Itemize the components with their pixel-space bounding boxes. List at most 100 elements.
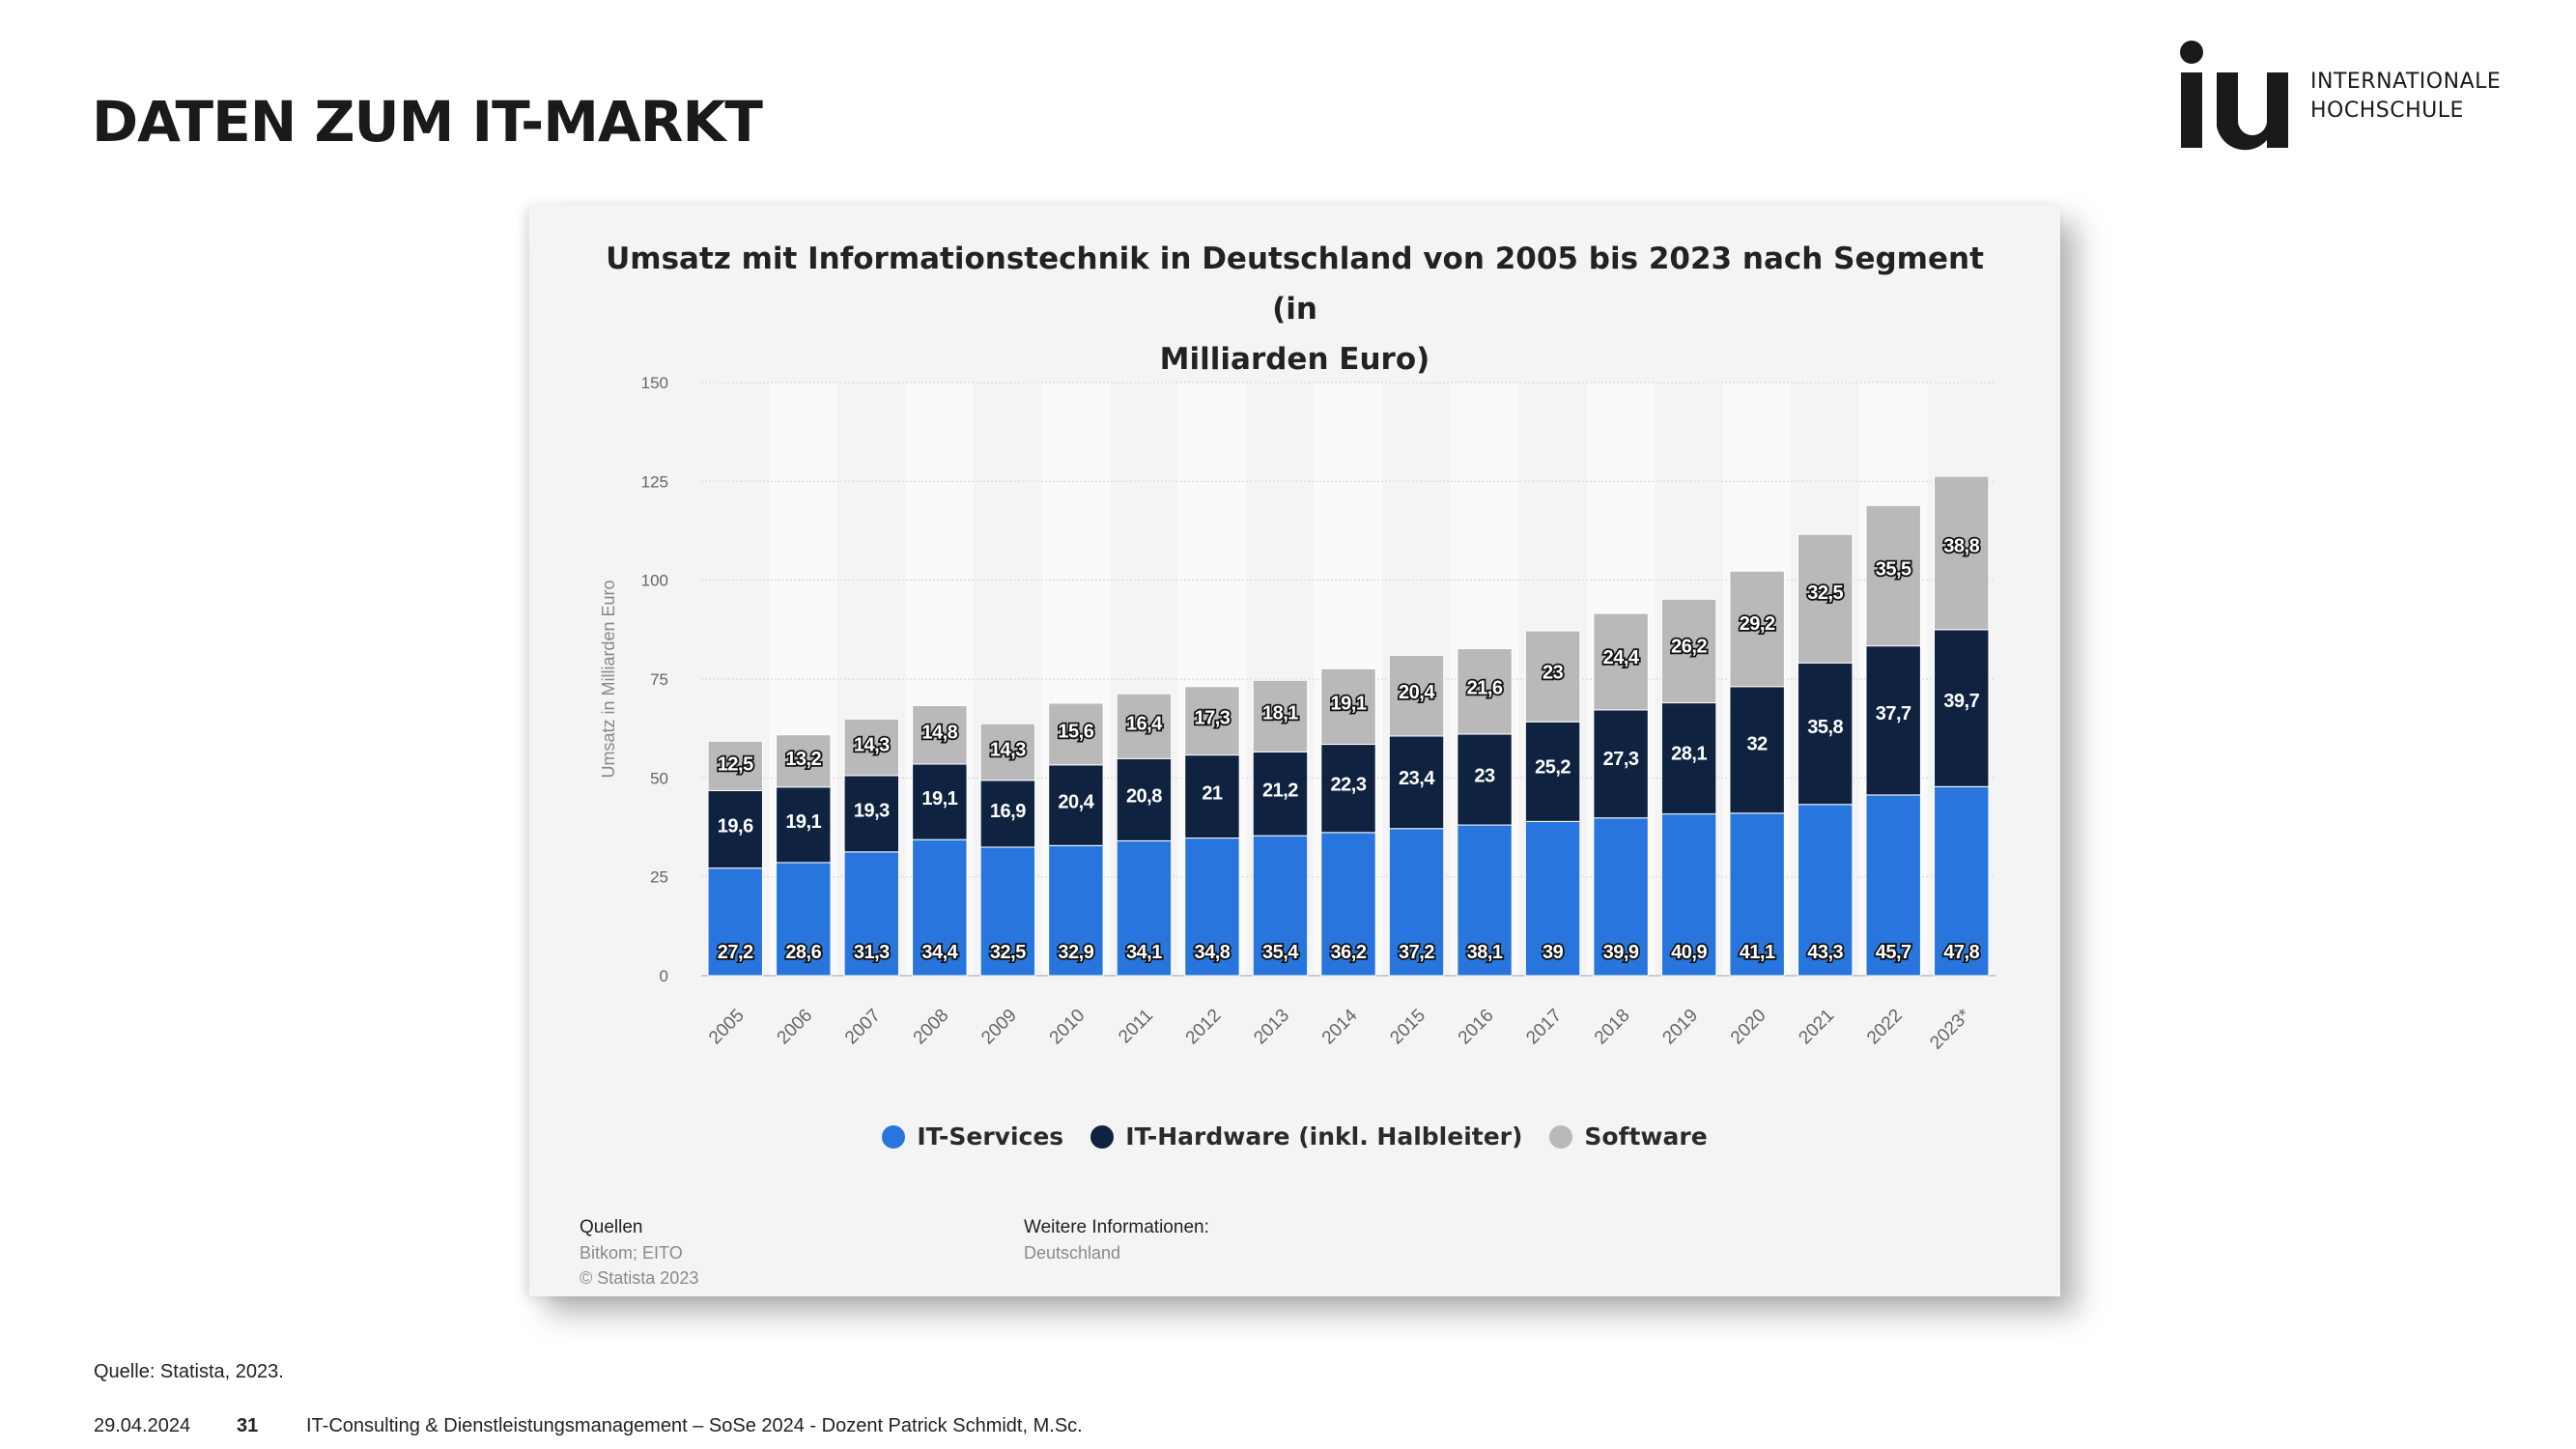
bar-segment (843, 851, 900, 977)
x-tick-label: 2017 (1522, 1006, 1566, 1049)
y-tick-label: 25 (650, 868, 668, 887)
data-label: 21,2 (1262, 780, 1298, 801)
footer-course: IT-Consulting & Dienstleistungsmanagemen… (306, 1415, 1083, 1436)
x-tick-label: 2005 (705, 1006, 749, 1049)
data-label: 27,2 (718, 942, 753, 963)
legend-swatch-software (1549, 1124, 1573, 1149)
bar-segment (843, 718, 900, 777)
data-label: 35,5 (1876, 559, 1911, 581)
bar-segment (1252, 751, 1309, 837)
data-label: 17,3 (1194, 708, 1230, 729)
logo-line-2: HOCHSCHULE (2310, 99, 2464, 123)
x-tick-label: 2008 (910, 1006, 953, 1049)
bar-segment (1320, 744, 1376, 834)
bar-segment (1457, 824, 1513, 977)
data-label: 18,1 (1262, 703, 1298, 724)
bar-segment (1934, 475, 1990, 631)
chart-title: Umsatz mit Informationstechnik in Deutsc… (587, 234, 2002, 384)
x-tick-label: 2018 (1591, 1006, 1634, 1049)
bar-segment (1934, 785, 1990, 977)
data-label: 13,2 (785, 749, 821, 770)
chart-card: Umsatz mit Informationstechnik in Deutsc… (529, 205, 2060, 1296)
data-label: 19,1 (1331, 694, 1367, 715)
y-tick-label: 0 (660, 967, 668, 985)
x-tick-label: 2010 (1046, 1006, 1090, 1049)
slide-footer: 29.04.2024 31 IT-Consulting & Dienstleis… (94, 1415, 1083, 1437)
sources-line-1: Bitkom; EITO (580, 1243, 683, 1263)
bar-segment (1524, 721, 1581, 822)
x-tick-label: 2012 (1182, 1006, 1226, 1049)
bar-segment (707, 789, 763, 869)
data-label: 32,9 (1058, 942, 1093, 963)
legend-swatch-it-hardware (1090, 1124, 1115, 1149)
bar-segment (1797, 804, 1854, 977)
bar-segment (707, 740, 763, 791)
data-label: 37,7 (1876, 703, 1911, 724)
bar-segment (776, 734, 832, 788)
data-label: 29,2 (1740, 613, 1775, 635)
x-tick-label: 2014 (1318, 1005, 1362, 1048)
iu-logo: INTERNATIONALE HOCHSCHULE (2178, 39, 2501, 159)
bar-segment (1934, 629, 1990, 787)
legend-item-it-hardware[interactable]: IT-Hardware (inkl. Halbleiter) (1090, 1122, 1522, 1151)
bar-segment (1865, 794, 1921, 977)
chart-title-line-1: Umsatz mit Informationstechnik in Deutsc… (606, 242, 1984, 327)
y-tick-label: 150 (641, 374, 668, 392)
bar-segment (1865, 504, 1921, 647)
bar-segment (1048, 702, 1104, 766)
bar-segment (1593, 612, 1649, 711)
legend-item-software[interactable]: Software (1549, 1122, 1708, 1151)
bar-segment (979, 723, 1036, 781)
data-label: 38,8 (1943, 535, 1979, 556)
data-label: 39 (1543, 942, 1564, 963)
bar-segment (843, 775, 900, 853)
data-label: 37,2 (1399, 942, 1434, 963)
data-label: 14,3 (990, 740, 1026, 761)
data-label: 45,7 (1876, 942, 1911, 963)
sources-block: Quellen Bitkom; EITO © Statista 2023 (580, 1215, 698, 1291)
data-label: 28,6 (785, 942, 821, 963)
iu-logo-mark (2180, 41, 2288, 151)
data-label: 35,4 (1262, 942, 1299, 963)
bar-segment (1660, 702, 1717, 815)
sources-heading: Quellen (580, 1217, 643, 1237)
data-label: 34,4 (921, 942, 958, 963)
y-tick-label: 75 (650, 670, 668, 689)
chart-title-line-2: Milliarden Euro) (1159, 342, 1430, 377)
data-label: 23 (1474, 765, 1495, 786)
data-label: 27,3 (1603, 749, 1639, 770)
more-info-heading: Weitere Informationen: (1024, 1217, 1209, 1237)
data-label: 26,2 (1671, 637, 1707, 658)
data-label: 14,3 (854, 735, 890, 756)
data-label: 28,1 (1671, 743, 1707, 764)
x-tick-label: 2021 (1795, 1006, 1838, 1049)
y-axis-label: Umsatz in Milliarden Euro (599, 580, 618, 778)
bar-segment (1320, 668, 1376, 746)
data-label: 32,5 (1807, 582, 1843, 604)
x-tick-label: 2007 (841, 1006, 885, 1049)
legend-label-it-services: IT-Services (917, 1122, 1064, 1151)
data-label: 15,6 (1058, 722, 1093, 743)
bar-segment (1184, 754, 1240, 839)
bar-segment (1116, 757, 1173, 841)
data-label: 19,3 (854, 800, 890, 821)
x-tick-label: 2022 (1863, 1006, 1907, 1049)
bar-segment (1184, 686, 1240, 756)
bar-segment (776, 786, 832, 864)
data-label: 41,1 (1740, 942, 1775, 963)
bar-segment (1729, 570, 1785, 688)
bar-segment (979, 780, 1036, 848)
bar-segment (1524, 820, 1581, 977)
data-label: 34,8 (1194, 942, 1230, 963)
slide-title: DATEN ZUM IT-MARKT (92, 89, 763, 155)
y-tick-label: 100 (641, 572, 668, 590)
x-tick-label: 2006 (774, 1006, 817, 1049)
legend-item-it-services[interactable]: IT-Services (882, 1122, 1063, 1151)
bar-segment (1048, 764, 1104, 846)
bar-segment (1116, 693, 1173, 759)
data-label: 20,8 (1126, 786, 1162, 808)
bar-segment (1320, 832, 1376, 977)
bar-segment (776, 862, 832, 977)
bar-segment (1388, 654, 1445, 737)
bar-segment (1797, 662, 1854, 806)
